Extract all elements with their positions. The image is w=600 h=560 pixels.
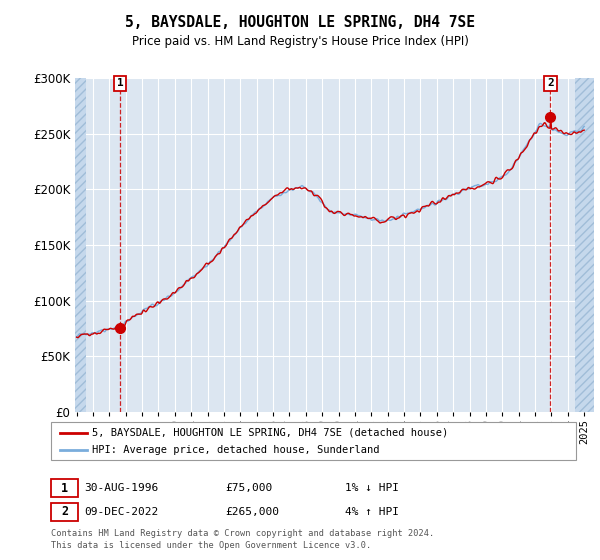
Text: £75,000: £75,000 — [225, 483, 272, 493]
Text: 4% ↑ HPI: 4% ↑ HPI — [345, 507, 399, 517]
Text: 1: 1 — [117, 78, 124, 88]
Text: Price paid vs. HM Land Registry's House Price Index (HPI): Price paid vs. HM Land Registry's House … — [131, 35, 469, 48]
Text: Contains HM Land Registry data © Crown copyright and database right 2024.: Contains HM Land Registry data © Crown c… — [51, 529, 434, 538]
Text: 2: 2 — [547, 78, 554, 88]
Text: 1: 1 — [61, 482, 68, 495]
Text: 5, BAYSDALE, HOUGHTON LE SPRING, DH4 7SE (detached house): 5, BAYSDALE, HOUGHTON LE SPRING, DH4 7SE… — [92, 427, 448, 437]
Text: This data is licensed under the Open Government Licence v3.0.: This data is licensed under the Open Gov… — [51, 541, 371, 550]
Text: £265,000: £265,000 — [225, 507, 279, 517]
Text: 5, BAYSDALE, HOUGHTON LE SPRING, DH4 7SE: 5, BAYSDALE, HOUGHTON LE SPRING, DH4 7SE — [125, 15, 475, 30]
Text: HPI: Average price, detached house, Sunderland: HPI: Average price, detached house, Sund… — [92, 445, 379, 455]
Text: 1% ↓ HPI: 1% ↓ HPI — [345, 483, 399, 493]
Text: 09-DEC-2022: 09-DEC-2022 — [85, 507, 159, 517]
Text: 2: 2 — [61, 505, 68, 519]
Text: 30-AUG-1996: 30-AUG-1996 — [85, 483, 159, 493]
